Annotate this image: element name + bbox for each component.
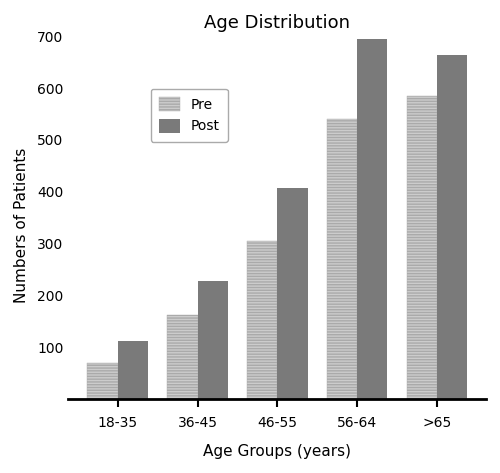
Bar bbox=[88, 363, 118, 399]
Title: Age Distribution: Age Distribution bbox=[204, 14, 350, 32]
Bar bbox=[167, 315, 198, 399]
Bar bbox=[326, 119, 357, 399]
Bar bbox=[118, 341, 148, 399]
Bar bbox=[357, 39, 388, 399]
Bar bbox=[437, 55, 467, 399]
Legend: Pre, Post: Pre, Post bbox=[150, 88, 228, 142]
Bar bbox=[278, 188, 308, 399]
X-axis label: Age Groups (years): Age Groups (years) bbox=[204, 444, 352, 458]
Y-axis label: Numbers of Patients: Numbers of Patients bbox=[14, 148, 29, 303]
Bar bbox=[198, 281, 228, 399]
Bar bbox=[247, 241, 278, 399]
Bar bbox=[406, 96, 437, 399]
